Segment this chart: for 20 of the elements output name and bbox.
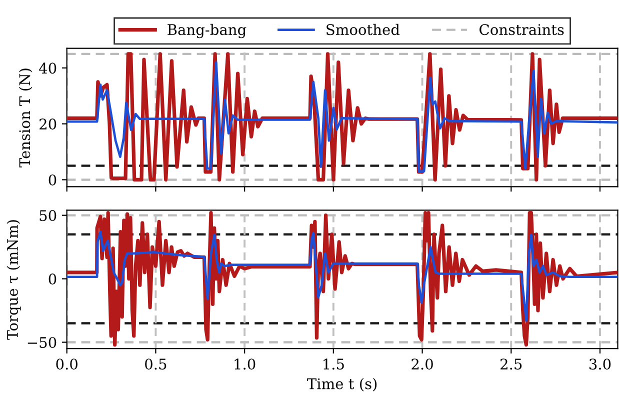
y-axis-title: Torque τ (mNm) (6, 220, 21, 340)
x-axis-title: Time t (s) (307, 378, 377, 392)
y-tick-label: 20 (40, 118, 56, 130)
y-tick-label: 50 (40, 210, 56, 222)
legend-label: Bang-bang (168, 24, 246, 38)
legend-label: Constraints (480, 24, 564, 36)
y-tick-label: 0 (48, 174, 56, 186)
x-tick-label: 0.5 (145, 358, 166, 370)
x-tick-label: 1.0 (234, 358, 256, 370)
y-tick-label: 40 (39, 62, 56, 74)
x-tick-label: 1.5 (324, 358, 344, 370)
x-tick-label: 2.0 (412, 358, 433, 370)
y-axis-title: Tension T (N) (18, 68, 32, 168)
line-series (66, 230, 618, 322)
y-tick-label: −50 (28, 336, 56, 348)
legend-label: Smoothed (326, 24, 400, 36)
x-tick-label: 0.0 (56, 358, 78, 370)
x-tick-label: 3.0 (590, 358, 611, 370)
x-tick-label: 2.5 (500, 358, 522, 370)
y-tick-label: 0 (48, 274, 56, 285)
